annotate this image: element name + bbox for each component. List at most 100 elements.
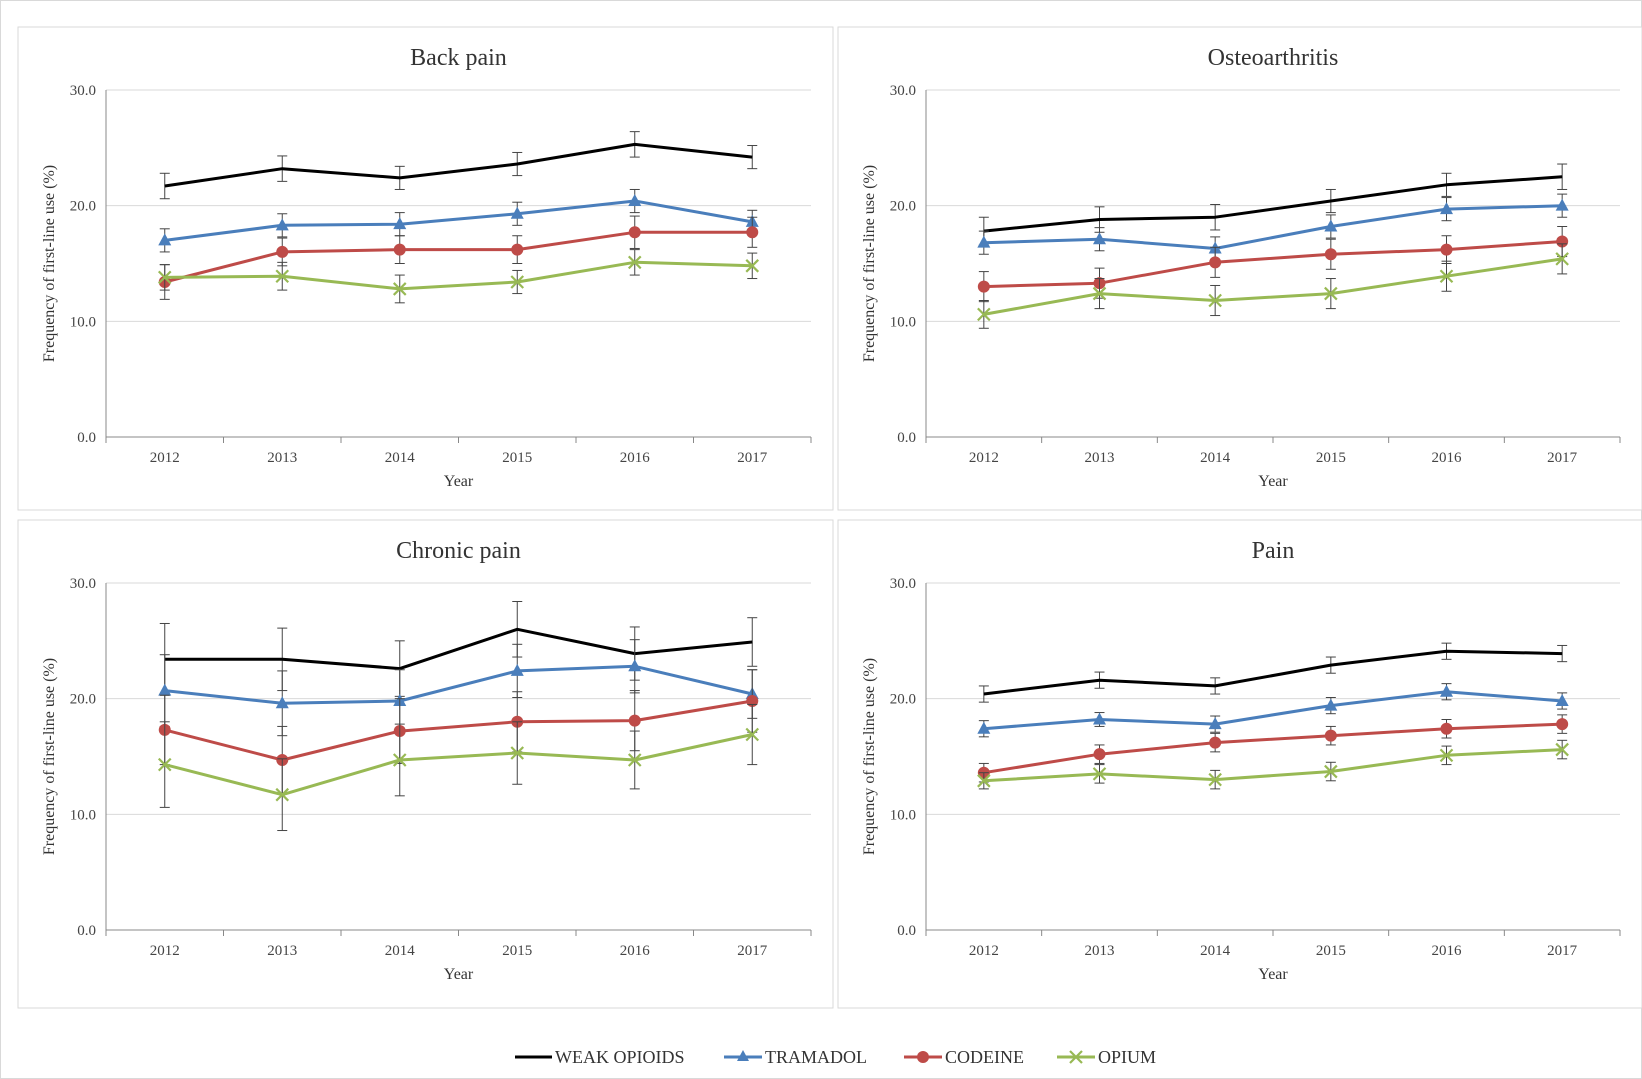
x-tick-label: 2015 xyxy=(1316,943,1346,959)
chart-title: Osteoarthritis xyxy=(1208,45,1339,71)
data-point-circle xyxy=(1209,256,1222,269)
y-tick-label: 10.0 xyxy=(70,314,96,330)
x-tick-label: 2015 xyxy=(502,450,532,466)
legend: WEAK OPIOIDS TRAMADOL CODEINE OPIUM xyxy=(515,1047,1156,1067)
series-line-opium xyxy=(983,748,1563,783)
x-tick-label: 2012 xyxy=(150,943,180,959)
series-line-weak-opioids xyxy=(983,649,1563,696)
x-axis-title: Year xyxy=(1258,473,1288,490)
data-point-x xyxy=(627,753,642,767)
data-point-triangle xyxy=(510,663,524,676)
series-codeine xyxy=(977,714,1569,783)
chart-title: Chronic pain xyxy=(396,538,521,564)
data-point-x xyxy=(1439,748,1454,763)
panel-frame xyxy=(837,519,1642,1009)
data-point-circle xyxy=(1556,235,1569,248)
x-tick-label: 2014 xyxy=(1200,450,1231,466)
y-tick-label: 20.0 xyxy=(890,199,916,215)
series-tramadol xyxy=(977,193,1569,261)
legend-label-opium: OPIUM xyxy=(1098,1047,1156,1067)
series-line-weak-opioids xyxy=(164,142,753,188)
x-tick-label: 2016 xyxy=(1432,450,1463,466)
data-point-x xyxy=(510,275,525,289)
legend-marker-circle-icon xyxy=(917,1051,929,1063)
series-opium xyxy=(157,703,760,832)
data-point-circle xyxy=(1440,722,1453,735)
x-tick-label: 2013 xyxy=(267,450,297,466)
panel-chronic-pain: Chronic pain 0.0 10.0 20.0 30.0 2012 2013 2014 2… xyxy=(17,519,834,1009)
data-point-circle xyxy=(511,243,524,256)
y-tick-label: 30.0 xyxy=(70,83,96,99)
data-point-x xyxy=(1092,767,1107,781)
legend-label-tramadol: TRAMADOL xyxy=(765,1047,867,1067)
y-tick-label: 20.0 xyxy=(70,199,96,215)
x-tick-label: 2012 xyxy=(150,450,180,466)
series-line-tramadol xyxy=(164,664,753,705)
data-point-x xyxy=(745,727,760,742)
chart-title: Back pain xyxy=(410,45,507,71)
y-axis-title: Frequency of first-line use (%) xyxy=(41,658,58,855)
data-point-x xyxy=(1092,286,1107,301)
x-tick-label: 2017 xyxy=(1547,943,1578,959)
series-opium xyxy=(977,739,1569,790)
x-tick-label: 2017 xyxy=(737,450,768,466)
data-point-x xyxy=(157,757,172,772)
x-tick-label: 2015 xyxy=(502,943,532,959)
series-codeine xyxy=(158,215,759,300)
data-point-circle xyxy=(1556,718,1569,731)
x-axis-title: Year xyxy=(444,966,474,983)
x-axis-title: Year xyxy=(1258,966,1288,983)
data-point-triangle xyxy=(1093,712,1106,725)
series-line-tramadol xyxy=(164,199,753,242)
y-tick-label: 20.0 xyxy=(70,692,96,708)
x-tick-label: 2012 xyxy=(969,943,999,959)
y-tick-label: 0.0 xyxy=(77,923,96,939)
y-tick-label: 10.0 xyxy=(70,807,96,823)
data-point-triangle xyxy=(158,683,172,696)
series-weak-opioids xyxy=(978,642,1568,703)
data-point-circle xyxy=(1440,243,1453,256)
data-point-x xyxy=(977,307,991,322)
data-point-triangle xyxy=(1324,698,1338,711)
x-tick-label: 2013 xyxy=(1085,943,1115,959)
series-weak-opioids xyxy=(159,131,758,200)
data-point-circle xyxy=(1324,248,1337,261)
data-point-triangle xyxy=(977,721,991,734)
data-point-circle xyxy=(1093,748,1106,761)
y-tick-label: 0.0 xyxy=(897,923,916,939)
data-point-triangle xyxy=(1093,232,1106,245)
data-point-circle xyxy=(276,245,289,258)
series-line-opium xyxy=(983,257,1563,316)
x-axis-title: Year xyxy=(444,473,474,490)
x-tick-label: 2017 xyxy=(1547,450,1578,466)
panel-back-pain: Back pain 0.0 10.0 20.0 30.0 2012 2013 2014 2015… xyxy=(17,26,834,511)
x-tick-label: 2014 xyxy=(385,943,416,959)
data-point-x xyxy=(392,282,407,296)
series-line-opium xyxy=(164,260,753,291)
data-point-x xyxy=(977,774,991,788)
data-point-x xyxy=(1555,742,1569,757)
data-point-circle xyxy=(628,714,641,727)
data-point-triangle xyxy=(1440,684,1453,697)
x-tick-label: 2014 xyxy=(1200,943,1231,959)
series-line-weak-opioids xyxy=(983,175,1563,233)
series-line-tramadol xyxy=(983,690,1563,731)
legend-label-codeine: CODEINE xyxy=(945,1047,1024,1067)
series-opium xyxy=(977,243,1569,329)
y-tick-label: 30.0 xyxy=(890,576,916,592)
data-point-circle xyxy=(977,280,990,293)
y-tick-label: 30.0 xyxy=(70,576,96,592)
data-point-x xyxy=(1555,252,1569,266)
legend-item-opium: OPIUM xyxy=(1057,1047,1156,1067)
data-point-triangle xyxy=(977,235,991,248)
panel-frame xyxy=(17,26,834,511)
data-point-x xyxy=(510,746,525,760)
panel-frame xyxy=(17,519,834,1009)
data-point-x xyxy=(1324,764,1338,779)
data-point-circle xyxy=(1209,736,1222,749)
legend-marker-x-icon xyxy=(1069,1050,1083,1064)
x-tick-label: 2016 xyxy=(620,450,651,466)
series-line-codeine xyxy=(983,240,1563,289)
data-point-triangle xyxy=(275,696,289,709)
